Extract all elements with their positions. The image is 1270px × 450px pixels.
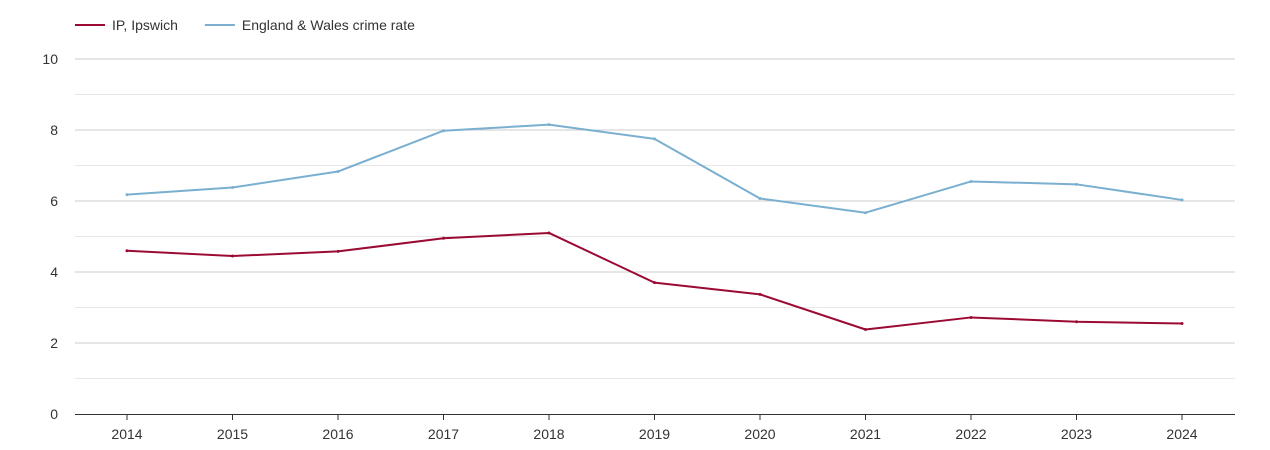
x-tick-label: 2018 (533, 426, 564, 442)
data-point-england-wales-crime-rate (1180, 198, 1184, 202)
x-tick-label: 2020 (744, 426, 775, 442)
y-tick-label: 8 (50, 122, 58, 138)
y-tick-label: 4 (50, 264, 58, 280)
legend-item-ip-ipswich[interactable]: IP, Ipswich (75, 17, 178, 33)
data-point-england-wales-crime-rate (969, 179, 973, 183)
x-tick-label: 2024 (1166, 426, 1197, 442)
data-point-ip-ipswich (758, 292, 762, 296)
data-point-ip-ipswich (864, 328, 867, 332)
data-point-ip-ipswich (969, 315, 973, 319)
data-point-ip-ipswich (653, 281, 656, 285)
data-point-england-wales-crime-rate (864, 211, 867, 215)
x-tick-label: 2014 (111, 426, 142, 442)
x-tick-label: 2023 (1061, 426, 1092, 442)
y-tick-label: 6 (50, 193, 58, 209)
x-axis: 2014 2015 2016 2017 2018 2019 2020 2021 2022 2023… (111, 414, 1198, 442)
y-tick-label: 0 (50, 406, 58, 422)
data-point-england-wales-crime-rate (547, 123, 551, 127)
data-point-england-wales-crime-rate (1075, 182, 1078, 186)
data-point-england-wales-crime-rate (758, 197, 762, 201)
x-tick-label: 2015 (217, 426, 248, 442)
data-point-england-wales-crime-rate (125, 193, 129, 197)
data-point-ip-ipswich (125, 249, 129, 253)
series-group (125, 123, 1184, 332)
data-point-england-wales-crime-rate (231, 186, 234, 190)
y-axis: 0 2 4 6 8 10 (42, 51, 58, 422)
data-point-ip-ipswich (442, 236, 445, 240)
x-tick-label: 2021 (850, 426, 881, 442)
data-point-england-wales-crime-rate (653, 137, 656, 141)
data-point-ip-ipswich (231, 254, 234, 258)
data-point-england-wales-crime-rate (442, 129, 445, 133)
data-point-ip-ipswich (1075, 320, 1078, 324)
x-tick-label: 2019 (639, 426, 670, 442)
data-point-ip-ipswich (1180, 321, 1184, 325)
legend-item-england-wales-crime-rate[interactable]: England & Wales crime rate (204, 17, 415, 33)
legend-label: England & Wales crime rate (242, 17, 415, 33)
x-tick-label: 2022 (955, 426, 986, 442)
x-tick-label: 2017 (428, 426, 459, 442)
y-tick-label: 10 (42, 51, 58, 67)
x-tick-label: 2016 (322, 426, 353, 442)
legend-label: IP, Ipswich (112, 17, 178, 33)
grid (75, 58, 1235, 379)
data-point-ip-ipswich (336, 249, 340, 253)
data-point-england-wales-crime-rate (336, 170, 340, 174)
y-tick-label: 2 (50, 335, 58, 351)
data-point-ip-ipswich (547, 231, 551, 235)
legend: IP, Ipswich England & Wales crime rate (75, 17, 415, 33)
